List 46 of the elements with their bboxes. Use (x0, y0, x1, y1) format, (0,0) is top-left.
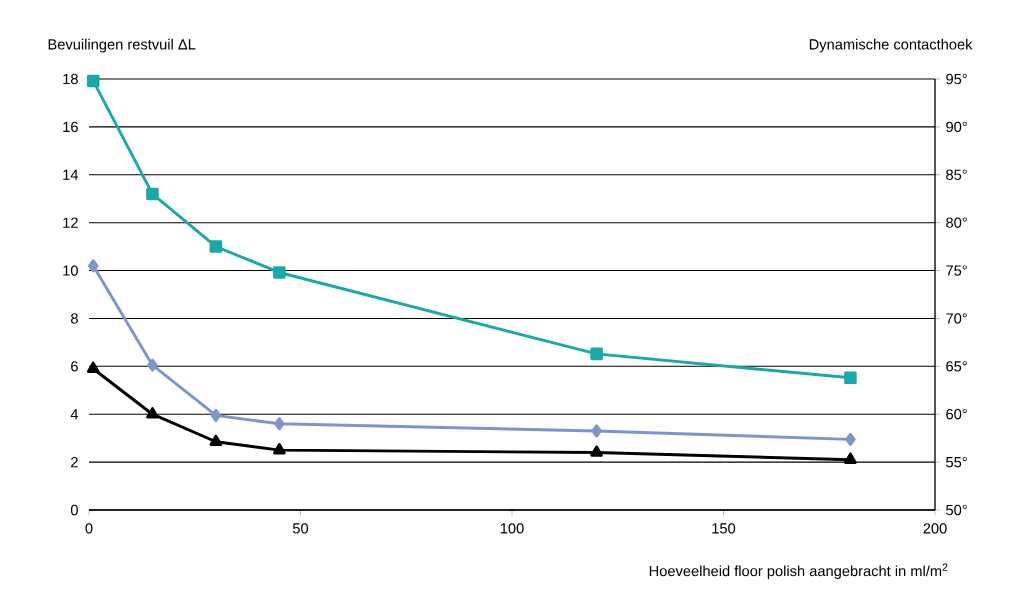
y2-tick-label: 70° (946, 313, 967, 324)
point (590, 347, 603, 361)
point (273, 443, 286, 455)
y2-tick-label: 50° (946, 504, 967, 516)
point (86, 361, 100, 373)
point (845, 432, 856, 446)
y-tick-label: 2 (71, 457, 78, 468)
y2-tick-label: 55° (946, 456, 967, 468)
y2-tick-label: 60° (946, 409, 967, 420)
y-tick-label: 18 (63, 73, 78, 85)
x-tick-label: 150 (712, 523, 736, 534)
y-tick-label: 12 (63, 217, 78, 228)
point (273, 266, 286, 279)
point (591, 424, 602, 438)
point (844, 452, 857, 464)
x-tick-label: 200 (923, 523, 947, 534)
y2-axis-title: Dynamische contacthoek (809, 38, 973, 53)
point (274, 417, 285, 431)
y2-tick-label: 90° (946, 121, 967, 133)
y2-tick-label: 80° (946, 217, 967, 228)
point (590, 445, 603, 457)
point (86, 74, 100, 88)
y-axis-title: Bevuilingen restvuil ΔL (48, 38, 196, 53)
y2-tick-label: 95° (946, 73, 967, 85)
x-tick-label: 0 (85, 523, 93, 534)
x-tick-label: 100 (500, 523, 524, 534)
y-tick-label: 6 (71, 361, 78, 372)
y-tick-label: 8 (70, 313, 78, 324)
y2-tick-label: 85° (946, 169, 967, 180)
point (146, 187, 159, 201)
point (87, 259, 99, 273)
y-tick-label: 16 (63, 121, 78, 133)
y-tick-label: 10 (63, 265, 78, 276)
point (209, 240, 223, 253)
point (844, 371, 857, 385)
x-tick-label: 50 (292, 523, 309, 534)
point (146, 407, 159, 419)
point (147, 358, 158, 372)
x-axis-title: Hoeveelheid floor polish aangebracht in ml/m$^{2}$ (649, 563, 948, 580)
y-tick-label: 14 (63, 169, 79, 180)
y-tick-label: 0 (70, 504, 78, 516)
y2-tick-label: 75° (946, 265, 967, 276)
point (210, 408, 222, 422)
y-tick-label: 4 (70, 409, 79, 420)
y2-tick-label: 65° (946, 361, 967, 372)
point (209, 434, 223, 447)
